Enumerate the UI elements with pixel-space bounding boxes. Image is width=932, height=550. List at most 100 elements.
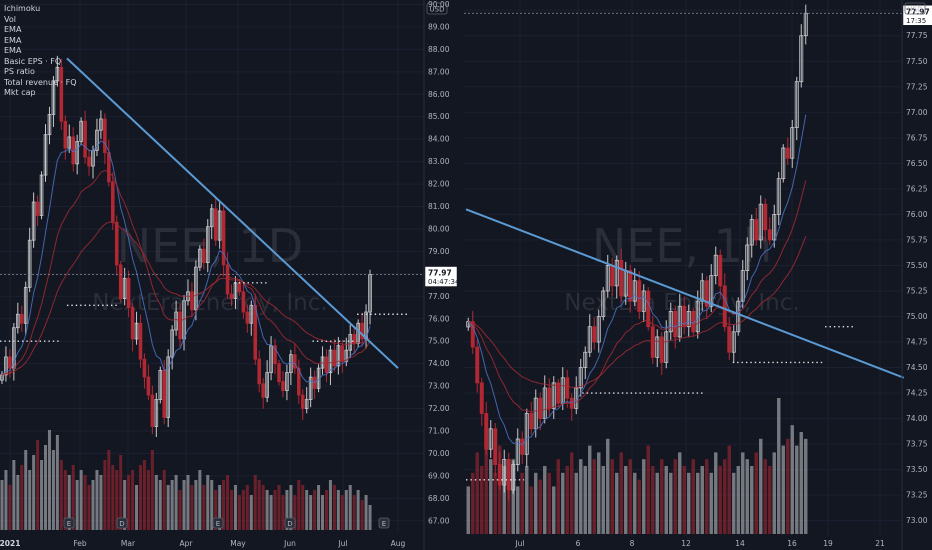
volume-bar[interactable]: [237, 495, 241, 530]
legend-item[interactable]: Basic EPS · FQ: [4, 56, 62, 66]
candle[interactable]: [352, 334, 356, 344]
volume-bar[interactable]: [799, 432, 803, 534]
legend-item[interactable]: Mkt cap: [4, 88, 36, 97]
volume-bar[interactable]: [790, 425, 794, 534]
volume-bar[interactable]: [660, 459, 664, 534]
candle[interactable]: [273, 345, 277, 365]
candle[interactable]: [87, 156, 91, 167]
volume-bar[interactable]: [328, 480, 332, 530]
volume-bar[interactable]: [257, 480, 261, 530]
volume-bar[interactable]: [95, 470, 99, 530]
volume-bar[interactable]: [561, 472, 565, 534]
volume-bar[interactable]: [36, 440, 40, 530]
candle[interactable]: [31, 201, 36, 241]
candle[interactable]: [249, 304, 254, 324]
candle[interactable]: [257, 358, 261, 385]
candle[interactable]: [772, 213, 777, 241]
candle[interactable]: [99, 118, 103, 131]
candle[interactable]: [718, 254, 723, 287]
candle[interactable]: [308, 376, 313, 400]
candle[interactable]: [668, 310, 673, 333]
candle[interactable]: [304, 399, 309, 409]
candle[interactable]: [776, 178, 781, 215]
volume-bar[interactable]: [552, 486, 556, 534]
volume-bar[interactable]: [520, 472, 524, 534]
candle[interactable]: [55, 66, 60, 82]
volume-bar[interactable]: [269, 495, 273, 530]
candle[interactable]: [328, 349, 333, 374]
candle[interactable]: [691, 310, 696, 333]
volume-bar[interactable]: [750, 466, 754, 534]
candle[interactable]: [118, 264, 123, 299]
volume-bar[interactable]: [91, 480, 95, 530]
volume-bar[interactable]: [736, 466, 740, 534]
candle[interactable]: [75, 141, 79, 165]
candle[interactable]: [142, 358, 147, 378]
candle[interactable]: [497, 464, 502, 486]
volume-bar[interactable]: [150, 450, 154, 530]
volume-bar[interactable]: [51, 450, 55, 530]
volume-bar[interactable]: [480, 466, 484, 534]
volume-bar[interactable]: [615, 472, 619, 534]
candle[interactable]: [83, 120, 87, 158]
volume-bar[interactable]: [655, 472, 659, 534]
volume-bar[interactable]: [28, 470, 32, 530]
candle[interactable]: [745, 244, 750, 271]
volume-bar[interactable]: [682, 466, 686, 534]
candle[interactable]: [221, 210, 226, 266]
volume-bar[interactable]: [214, 490, 218, 530]
volume-bar[interactable]: [344, 490, 348, 530]
volume-bar[interactable]: [59, 460, 63, 530]
candle[interactable]: [538, 397, 543, 419]
candle[interactable]: [194, 266, 198, 311]
volume-bar[interactable]: [186, 475, 190, 530]
volume-bar[interactable]: [222, 480, 226, 530]
volume-bar[interactable]: [777, 398, 781, 534]
volume-bar[interactable]: [218, 485, 222, 530]
candle[interactable]: [217, 210, 222, 241]
candle[interactable]: [488, 428, 493, 450]
volume-bar[interactable]: [107, 450, 111, 530]
trendline[interactable]: [66, 57, 399, 369]
volume-bar[interactable]: [763, 459, 767, 534]
volume-bar[interactable]: [71, 465, 75, 530]
candle[interactable]: [709, 275, 714, 307]
candle[interactable]: [754, 219, 759, 241]
volume-bar[interactable]: [606, 438, 610, 534]
volume-bar[interactable]: [556, 459, 560, 534]
volume-bar[interactable]: [0, 480, 4, 530]
volume-bar[interactable]: [75, 480, 79, 530]
candle[interactable]: [520, 438, 525, 455]
candle[interactable]: [285, 372, 289, 391]
candle[interactable]: [134, 322, 139, 340]
candle[interactable]: [111, 181, 115, 223]
candle[interactable]: [785, 147, 790, 159]
candle[interactable]: [484, 413, 489, 450]
volume-bar[interactable]: [592, 459, 596, 534]
candle[interactable]: [722, 285, 727, 328]
candle[interactable]: [150, 394, 155, 427]
candle[interactable]: [470, 321, 475, 348]
volume-bar[interactable]: [475, 452, 479, 534]
hourly-chart-panel[interactable]: 73.00 73.25 73.50 73.75 74.00 74.25 74.50 74.75…: [464, 0, 932, 550]
candle[interactable]: [736, 300, 741, 333]
event-marker[interactable]: [212, 517, 224, 529]
volume-bar[interactable]: [348, 485, 352, 530]
event-marker[interactable]: [378, 517, 390, 529]
candle[interactable]: [506, 459, 511, 491]
volume-bar[interactable]: [202, 485, 206, 530]
candle[interactable]: [664, 331, 669, 363]
candle[interactable]: [202, 248, 206, 264]
volume-bar[interactable]: [241, 490, 245, 530]
volume-bar[interactable]: [336, 490, 340, 530]
volume-bar[interactable]: [127, 475, 131, 530]
volume-bar[interactable]: [687, 472, 691, 534]
candle[interactable]: [261, 383, 265, 398]
ema-line[interactable]: [1, 169, 371, 376]
volume-bar[interactable]: [583, 466, 587, 534]
volume-bar[interactable]: [601, 466, 605, 534]
volume-bar[interactable]: [226, 475, 230, 530]
volume-bar[interactable]: [624, 466, 628, 534]
volume-bar[interactable]: [44, 445, 48, 530]
